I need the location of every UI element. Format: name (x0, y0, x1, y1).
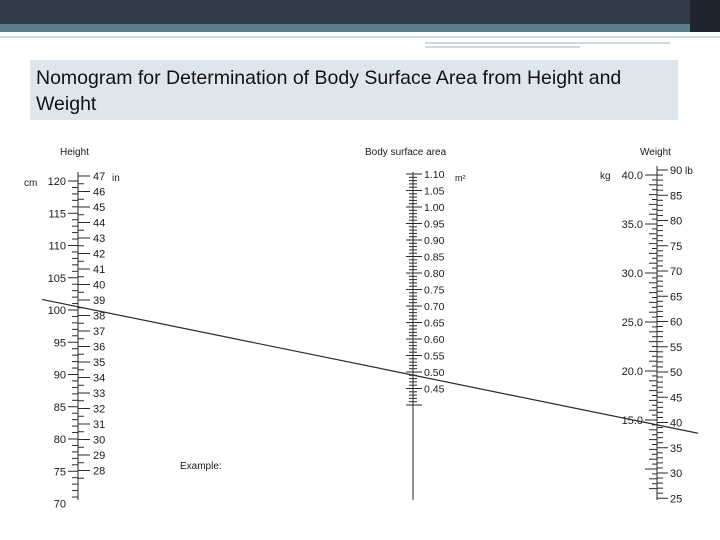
height-in-label: 40 (93, 280, 105, 292)
example-label: Example: (180, 461, 222, 472)
weight-lb-label: 55 (670, 342, 682, 354)
height-cm-label: 95 (54, 337, 66, 349)
height-in-label: 46 (93, 187, 105, 199)
height-in-label: 39 (93, 295, 105, 307)
height-in-label: 38 (93, 311, 105, 323)
height-in-label: 42 (93, 249, 105, 261)
bsa-label: 0.80 (424, 268, 445, 280)
height-cm-label: 70 (54, 499, 66, 511)
bsa-label: 0.75 (424, 285, 445, 297)
weight-lb-label: 70 (670, 266, 682, 278)
height-cm-label: 110 (48, 241, 66, 253)
height-in-label: 43 (93, 233, 105, 245)
height-in-label: 41 (93, 264, 105, 276)
bsa-label: 0.90 (424, 235, 445, 247)
header-rule-short (425, 42, 670, 44)
bsa-label: 1.00 (424, 202, 445, 214)
example-line (41, 298, 699, 434)
height-in-label: 44 (93, 218, 105, 230)
weight-kg-label: 35.0 (622, 219, 643, 231)
weight-lb-label: 35 (670, 443, 682, 455)
weight-kg-unit: kg (600, 171, 611, 182)
weight-kg-label: 25.0 (622, 317, 643, 329)
height-in-label: 28 (93, 466, 105, 478)
slide-title: Nomogram for Determination of Body Surfa… (36, 67, 622, 115)
height-cm-label: 115 (48, 208, 66, 220)
bsa-unit: m² (455, 173, 466, 183)
height-cm-label: 75 (54, 466, 66, 478)
bsa-label: 1.05 (424, 186, 445, 198)
height-in-label: 32 (93, 404, 105, 416)
height-in-label: 37 (93, 326, 105, 338)
top-bar (0, 0, 720, 24)
weight-kg-label: 20.0 (622, 366, 643, 378)
weight-lb-label: 75 (670, 241, 682, 253)
bsa-label: 0.55 (424, 351, 445, 363)
weight-lb-label: 40 (670, 418, 682, 430)
height-in-label: 34 (93, 373, 105, 385)
weight-lb-label: 30 (670, 468, 682, 480)
weight-kg-label: 15.0 (622, 415, 643, 427)
height-cm-label: 120 (48, 176, 66, 188)
weight-lb-label: 90 (670, 165, 682, 177)
height-in-label: 30 (93, 435, 105, 447)
weight-lb-label: 25 (670, 493, 682, 505)
bsa-label: 0.45 (424, 384, 445, 396)
weight-lb-label: 65 (670, 291, 682, 303)
height-in-label: 36 (93, 342, 105, 354)
bsa-label: 0.85 (424, 252, 445, 264)
height-cm-label: 105 (48, 273, 66, 285)
height-cm-label: 85 (54, 402, 66, 414)
weight-lb-label: 50 (670, 367, 682, 379)
bsa-label: 0.65 (424, 318, 445, 330)
height-in-label: 45 (93, 202, 105, 214)
height-in-label: 31 (93, 419, 105, 431)
height-header: Height (60, 147, 89, 158)
top-stripe (0, 24, 720, 32)
height-in-unit: in (112, 173, 120, 184)
header-rule-shorter (425, 46, 580, 48)
height-in-label: 29 (93, 450, 105, 462)
bsa-label: 0.50 (424, 367, 445, 379)
title-box: Nomogram for Determination of Body Surfa… (30, 60, 678, 120)
weight-kg-label: 40.0 (622, 170, 643, 182)
bsa-label: 0.60 (424, 334, 445, 346)
header-rule (0, 36, 720, 38)
weight-header: Weight (640, 147, 671, 158)
weight-lb-label: 85 (670, 190, 682, 202)
weight-lb-unit: lb (685, 166, 693, 177)
height-in-label: 33 (93, 388, 105, 400)
height-in-label: 47 (93, 171, 105, 183)
bsa-label: 1.10 (424, 169, 445, 181)
bsa-label: 0.70 (424, 301, 445, 313)
top-bar-corner (690, 0, 720, 32)
weight-kg-label: 30.0 (622, 268, 643, 280)
height-cm-label: 90 (54, 370, 66, 382)
weight-lb-label: 60 (670, 317, 682, 329)
height-cm-unit: cm (24, 178, 37, 189)
height-cm-label: 80 (54, 434, 66, 446)
bsa-label: 0.95 (424, 219, 445, 231)
weight-lb-label: 80 (670, 216, 682, 228)
height-cm-label: 100 (48, 305, 66, 317)
height-in-label: 35 (93, 357, 105, 369)
weight-lb-label: 45 (670, 392, 682, 404)
bsa-header: Body surface area (365, 147, 447, 158)
